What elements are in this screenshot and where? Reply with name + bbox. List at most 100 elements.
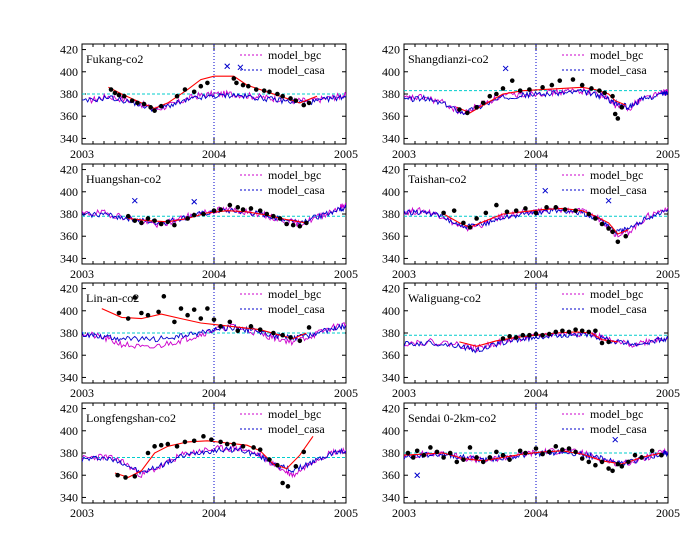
obs-point — [108, 87, 114, 92]
obs-point — [533, 210, 539, 216]
obs-point — [198, 83, 204, 89]
obs-point — [218, 207, 223, 212]
legend-bgc-label: model_bgc — [590, 48, 643, 62]
panel-title: Shangdianzi-co2 — [408, 52, 489, 66]
legend-casa-label: model_casa — [268, 183, 325, 197]
obs-point — [494, 449, 499, 455]
obs-point — [145, 312, 151, 318]
obs-point — [280, 93, 285, 99]
obs-point — [152, 444, 157, 449]
obs-point — [198, 316, 204, 321]
panel-6: 340 360 380 400 420 2003 2004 2005 Waliguang-co2… — [382, 282, 680, 400]
panel-title: Sendai 0-2km-co2 — [408, 411, 496, 425]
obs-point — [231, 441, 237, 447]
obs-point — [306, 100, 312, 106]
obs-point — [523, 450, 528, 456]
y-tick-label: 420 — [60, 282, 78, 296]
obs-point — [132, 218, 138, 223]
x-tick-label: 2004 — [202, 147, 226, 161]
obs-point — [513, 335, 519, 340]
obs-point — [172, 222, 177, 228]
obs-point — [165, 219, 171, 225]
obs-point — [454, 459, 460, 465]
obs-point — [540, 332, 545, 338]
obs-point — [240, 82, 246, 88]
legend-bgc-label: model_bgc — [268, 407, 321, 421]
obs-point — [659, 452, 664, 458]
obs-point — [211, 317, 217, 322]
legend-bgc-label: model_bgc — [590, 287, 643, 301]
obs-point — [132, 295, 138, 300]
obs-point — [527, 87, 532, 92]
obs-point — [235, 328, 241, 334]
y-tick-label: 360 — [382, 348, 400, 362]
obs-point — [240, 444, 246, 449]
obs-point — [158, 221, 164, 227]
obs-point — [145, 450, 151, 456]
obs-point — [500, 86, 506, 91]
legend-bgc-label: model_bgc — [268, 287, 321, 301]
y-tick-label: 420 — [382, 163, 400, 177]
obs-point — [610, 468, 615, 474]
obs-point — [421, 452, 427, 458]
obs-point — [465, 110, 470, 116]
plot-area — [82, 434, 346, 489]
flask-marker — [612, 436, 619, 443]
obs-point — [447, 450, 453, 456]
obs-point — [218, 324, 223, 329]
obs-point — [553, 444, 559, 449]
flask-marker — [237, 64, 244, 71]
flask-marker — [131, 197, 138, 204]
x-tick-label: 2004 — [202, 506, 226, 520]
obs-point — [494, 91, 499, 97]
obs-point — [487, 455, 493, 460]
obs-point — [209, 437, 214, 442]
y-tick-label: 400 — [382, 65, 400, 79]
obs-point — [227, 202, 233, 208]
obs-point — [517, 88, 523, 93]
obs-point — [275, 91, 280, 97]
y-tick-label: 380 — [60, 207, 78, 221]
obs-point — [288, 335, 293, 340]
obs-point — [619, 464, 625, 469]
legend-casa-label: model_casa — [590, 302, 647, 316]
obs-point — [553, 329, 559, 335]
obs-point — [504, 209, 510, 215]
obs-point — [301, 102, 307, 108]
legend-casa-label: model_casa — [268, 302, 325, 316]
legend-casa-label: model_casa — [268, 63, 325, 77]
obs-point — [615, 116, 621, 121]
obs-point — [599, 459, 605, 465]
obs-point — [593, 328, 598, 334]
y-tick-label: 360 — [60, 468, 78, 482]
obs-point — [288, 96, 293, 101]
obs-point — [158, 103, 164, 109]
y-tick-label: 380 — [382, 207, 400, 221]
obs-point — [523, 206, 528, 211]
obs-point — [615, 461, 621, 467]
obs-point — [285, 484, 291, 489]
y-tick-label: 360 — [382, 229, 400, 243]
x-tick-label: 2005 — [334, 386, 358, 400]
x-tick-label: 2004 — [524, 267, 548, 281]
y-tick-label: 420 — [60, 402, 78, 416]
y-tick-label: 380 — [382, 446, 400, 460]
y-tick-label: 400 — [60, 185, 78, 199]
obs-point — [240, 207, 246, 212]
obs-point — [211, 208, 217, 213]
obs-point — [234, 80, 239, 86]
obs-point — [414, 448, 420, 454]
panel-2: 340 360 380 400 420 2003 2004 2005 Shangdianzi-c… — [382, 43, 680, 161]
obs-point — [267, 89, 272, 95]
obs-point — [201, 211, 206, 217]
obs-point — [507, 457, 512, 462]
obs-point — [280, 332, 285, 338]
obs-point — [540, 451, 545, 457]
obs-point — [158, 442, 164, 448]
obs-point — [579, 82, 585, 88]
obs-point — [533, 331, 539, 337]
obs-point — [125, 213, 131, 219]
